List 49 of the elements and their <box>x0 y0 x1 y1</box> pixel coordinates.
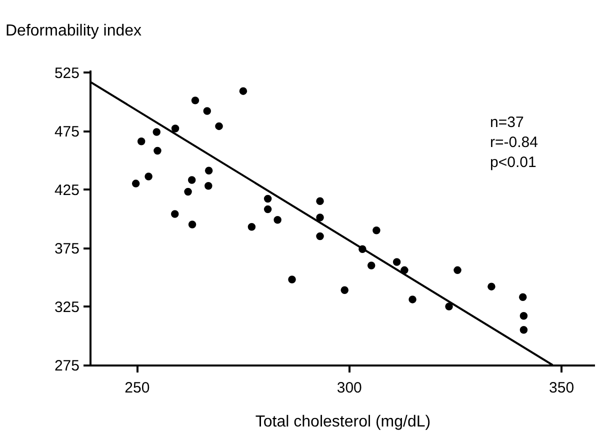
point <box>188 220 196 228</box>
point <box>518 293 527 301</box>
y-tick-label: 275 <box>54 358 80 374</box>
y-tick-label: 475 <box>54 123 80 140</box>
point <box>340 286 348 294</box>
point <box>137 138 146 146</box>
point <box>488 282 496 290</box>
point <box>372 226 380 234</box>
point <box>316 232 324 240</box>
point <box>445 302 453 310</box>
point <box>367 262 376 270</box>
point <box>132 180 140 188</box>
point <box>248 223 256 231</box>
point <box>274 216 282 224</box>
y-tick-label: 525 <box>54 64 80 82</box>
annotation: n=37 <box>490 114 524 131</box>
point <box>171 124 180 132</box>
point <box>215 122 223 130</box>
point <box>264 194 272 203</box>
point <box>316 197 324 205</box>
annotation: p<0.01 <box>490 154 536 171</box>
point <box>520 326 528 334</box>
annotation: r=-0.84 <box>490 134 538 151</box>
y-tick-label: 375 <box>54 240 80 258</box>
point <box>191 96 200 104</box>
x-tick-label: 300 <box>336 380 362 396</box>
point <box>288 276 296 284</box>
point <box>316 214 324 222</box>
x-tick-label: 250 <box>124 380 150 396</box>
point <box>203 107 211 115</box>
point <box>171 210 179 218</box>
y-tick-label: 425 <box>54 182 80 199</box>
point <box>144 172 152 180</box>
x-tick-label: 350 <box>549 380 574 396</box>
point <box>204 166 213 175</box>
point <box>152 128 160 136</box>
point <box>392 258 401 266</box>
point <box>239 87 248 95</box>
y-axis-title: Deformability index <box>6 22 142 40</box>
y-tick-label: 325 <box>54 298 80 316</box>
point <box>408 296 416 304</box>
point <box>184 188 192 196</box>
point <box>264 205 272 214</box>
point <box>154 146 162 155</box>
point <box>204 182 212 190</box>
point <box>454 266 462 274</box>
point <box>188 176 196 184</box>
x-axis-title: Total cholesterol (mg/dL) <box>255 414 431 430</box>
point <box>520 312 528 320</box>
